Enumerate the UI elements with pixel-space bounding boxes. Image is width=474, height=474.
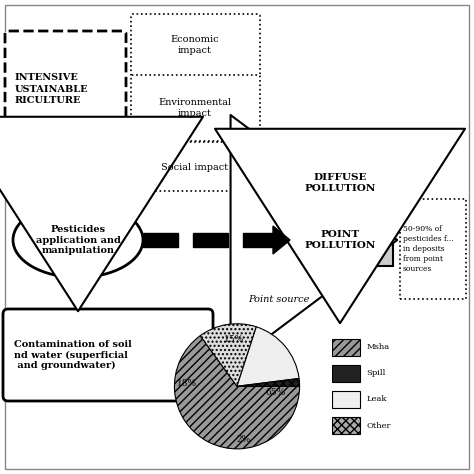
Text: Environmental
impact: Environmental impact bbox=[158, 98, 231, 118]
Bar bbox=[332, 365, 360, 382]
Text: 18%: 18% bbox=[177, 379, 197, 388]
Text: Pesticides
application and
manipulation: Pesticides application and manipulation bbox=[36, 225, 120, 255]
Text: Leak: Leak bbox=[366, 395, 387, 403]
Text: 65%: 65% bbox=[265, 388, 286, 397]
Wedge shape bbox=[174, 336, 300, 449]
Text: INTENSIVE
USTAINABLE
RICULTURE: INTENSIVE USTAINABLE RICULTURE bbox=[15, 73, 89, 105]
FancyBboxPatch shape bbox=[5, 31, 126, 147]
Ellipse shape bbox=[13, 202, 143, 277]
Text: Social impact: Social impact bbox=[162, 163, 228, 172]
Text: Contamination of soil
nd water (superficial
 and groundwater): Contamination of soil nd water (superfic… bbox=[14, 340, 132, 370]
FancyBboxPatch shape bbox=[131, 14, 260, 76]
Bar bbox=[332, 338, 360, 356]
Text: Other: Other bbox=[366, 422, 391, 429]
Bar bbox=[332, 391, 360, 408]
Text: Spill: Spill bbox=[366, 369, 386, 377]
FancyBboxPatch shape bbox=[288, 214, 393, 266]
Text: DIFFUSE
POLLUTION: DIFFUSE POLLUTION bbox=[304, 173, 376, 193]
Text: Msha: Msha bbox=[366, 343, 390, 351]
Polygon shape bbox=[273, 226, 290, 254]
Text: 50-90% of
pesticides f...
in deposits
from point
sources: 50-90% of pesticides f... in deposits fr… bbox=[403, 226, 454, 273]
Wedge shape bbox=[237, 327, 299, 386]
Wedge shape bbox=[200, 324, 256, 386]
FancyBboxPatch shape bbox=[131, 142, 260, 191]
FancyBboxPatch shape bbox=[3, 309, 213, 401]
Bar bbox=[143, 233, 178, 247]
Text: 2%: 2% bbox=[236, 435, 250, 444]
FancyBboxPatch shape bbox=[288, 157, 393, 209]
FancyBboxPatch shape bbox=[5, 5, 469, 469]
Bar bbox=[332, 417, 360, 434]
Text: POINT
POLLUTION: POINT POLLUTION bbox=[304, 230, 376, 250]
Bar bbox=[193, 233, 228, 247]
Wedge shape bbox=[237, 378, 300, 386]
FancyBboxPatch shape bbox=[131, 75, 260, 141]
FancyBboxPatch shape bbox=[400, 199, 466, 299]
Text: Economic
impact: Economic impact bbox=[171, 35, 219, 55]
Text: Point source: Point source bbox=[248, 294, 310, 303]
Bar bbox=[243, 233, 273, 247]
Text: 15%: 15% bbox=[224, 335, 244, 344]
